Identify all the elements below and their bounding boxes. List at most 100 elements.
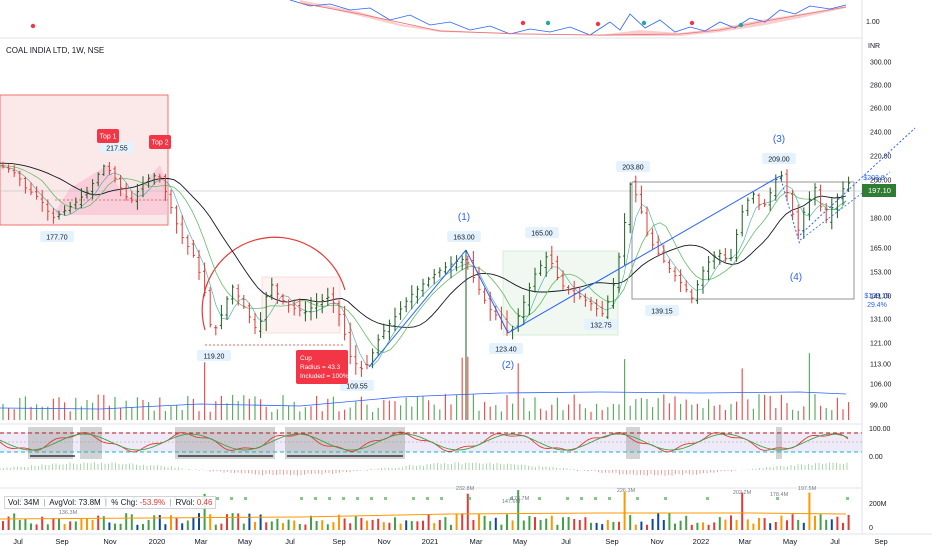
- wave-label: (1): [458, 212, 470, 223]
- time-axis-tick: Jul: [285, 537, 295, 546]
- currency-label: INR: [868, 43, 880, 50]
- volume-peak-label: 226.3M: [617, 488, 636, 494]
- volume-overlay: [0, 353, 850, 420]
- time-axis-tick: Nov: [377, 537, 391, 546]
- price-label-high: 163.00: [453, 235, 475, 242]
- target-price: $203.8: [863, 175, 885, 182]
- price-label-high-bg: [762, 153, 796, 164]
- volume-signal-dot: [300, 497, 303, 500]
- volume-pane-ma: [0, 512, 847, 520]
- time-axis-tick: Nov: [650, 537, 664, 546]
- buy-dot-marker: [545, 20, 551, 26]
- last-price-tag-bg: [862, 184, 896, 197]
- price-axis-tick: 141.00: [870, 294, 892, 301]
- ma-medium-line: [0, 165, 847, 353]
- time-axis-tick: 2022: [693, 537, 710, 546]
- volume-signal-dot: [244, 497, 247, 500]
- osc-shaded-zone: [80, 427, 102, 459]
- volume-signal-dot: [314, 497, 317, 500]
- price-label-high: 209.00: [768, 157, 790, 164]
- buy-dot-marker: [738, 22, 744, 28]
- price-label-low-bg: [197, 350, 231, 361]
- price-label-low-bg: [340, 380, 374, 391]
- volume-legend: Vol: 34M | AvgVol: 73.8M | % Chg: -53.9%…: [4, 496, 217, 509]
- price-label-low: 123.40: [495, 347, 517, 354]
- cup-annotation-line: Included = 100%: [300, 373, 349, 380]
- downside-pct: 29.4%: [867, 302, 887, 309]
- vol-axis-tick: 0: [869, 525, 873, 532]
- top-indicator-pane: [30, 0, 847, 36]
- ma-long-line: [0, 162, 847, 328]
- wave-1-line: [368, 249, 467, 368]
- volume-signal-dot: [608, 497, 611, 500]
- volume-signal-dot: [846, 497, 849, 500]
- time-axis-tick: Mar: [739, 537, 752, 546]
- volume-signal-dot: [580, 497, 583, 500]
- volume-signal-dot: [468, 497, 471, 500]
- cup-annotation-bg: [296, 350, 348, 384]
- cup-arc: [201, 236, 346, 331]
- time-axis-tick: Jul: [830, 537, 840, 546]
- volume-signal-dot: [426, 497, 429, 500]
- osc-axis-tick: 100.00: [869, 426, 891, 433]
- sell-dot-marker: [520, 20, 526, 26]
- time-axis-tick: Jul: [13, 537, 23, 546]
- top-indicator-line: [289, 0, 847, 36]
- time-axis-tick: Mar: [195, 537, 208, 546]
- price-axis-tick: 280.00: [870, 83, 892, 90]
- volume-peak-label: 202.2M: [733, 490, 752, 496]
- sell-dot-marker: [689, 20, 695, 26]
- price-axis-tick: 99.00: [870, 403, 888, 410]
- volume-peak-label: 197.5M: [798, 486, 817, 492]
- volume-peak-label: 136.3M: [59, 510, 78, 516]
- axes: 1.00 INR 300.00 280.00 260.00 240.00 220.00 200…: [13, 19, 896, 546]
- price-axis-tick: 200.00: [870, 178, 892, 185]
- price-label-low-bg: [584, 319, 618, 330]
- volume-signal-dot: [776, 497, 779, 500]
- time-axis-tick: Sep: [874, 537, 887, 546]
- avgvol-value: 73.8M: [78, 498, 101, 507]
- price-label-low: 139.15: [651, 309, 673, 316]
- price-axis-tick: 121.00: [870, 341, 892, 348]
- time-axis-tick: May: [238, 537, 252, 546]
- top-marker-label: Top 1: [99, 134, 116, 141]
- volume-signal-dot: [510, 497, 513, 500]
- ticker-title: COAL INDIA LTD, 1W, NSE: [6, 46, 105, 55]
- volume-signal-dot: [216, 497, 219, 500]
- projection-line-lower: [799, 171, 891, 241]
- wave-2-line: [465, 249, 509, 334]
- price-axis-tick: 106.00: [870, 382, 892, 389]
- time-axis-tick: May: [783, 537, 797, 546]
- time-axis-tick: May: [513, 537, 527, 546]
- sell-dot-marker: [595, 21, 601, 27]
- price-axis-tick: 153.00: [870, 270, 892, 277]
- price-label-low-bg: [40, 231, 74, 242]
- chg-value: -53.9%: [139, 498, 166, 507]
- price-label-low: 109.55: [346, 384, 368, 391]
- price-label-high-bg: [525, 227, 559, 238]
- volume-peak-label: 147.6M: [502, 499, 521, 505]
- osc-axis-tick: 0.00: [869, 454, 883, 461]
- time-axis-tick: Nov: [103, 537, 117, 546]
- volume-signal-dot: [384, 497, 387, 500]
- top-marker-bg: [97, 129, 119, 143]
- volume-signal-dot: [230, 497, 233, 500]
- price-axis-tick: 300.00: [870, 60, 892, 67]
- price-label-high-bg: [616, 161, 650, 172]
- osc-shaded-zone: [175, 427, 275, 459]
- price-label-low: 177.70: [46, 235, 68, 242]
- volume-signal-dot: [440, 497, 443, 500]
- volume-signal-dot: [328, 497, 331, 500]
- price-label-high: 165.00: [531, 231, 553, 238]
- price-axis-tick: 165.00: [870, 246, 892, 253]
- price-label-high-bg: [447, 231, 481, 242]
- price-label-low: 119.20: [204, 354, 225, 361]
- osc-shaded-zone: [28, 427, 73, 459]
- volume-peak-label: 178.7M: [511, 496, 530, 502]
- volume-signal-dot: [566, 497, 569, 500]
- buy-dot-marker: [641, 20, 647, 26]
- top-pattern-box-border: [0, 94, 169, 226]
- time-axis-tick: Sep: [332, 537, 345, 546]
- volume-signal-dot: [706, 497, 709, 500]
